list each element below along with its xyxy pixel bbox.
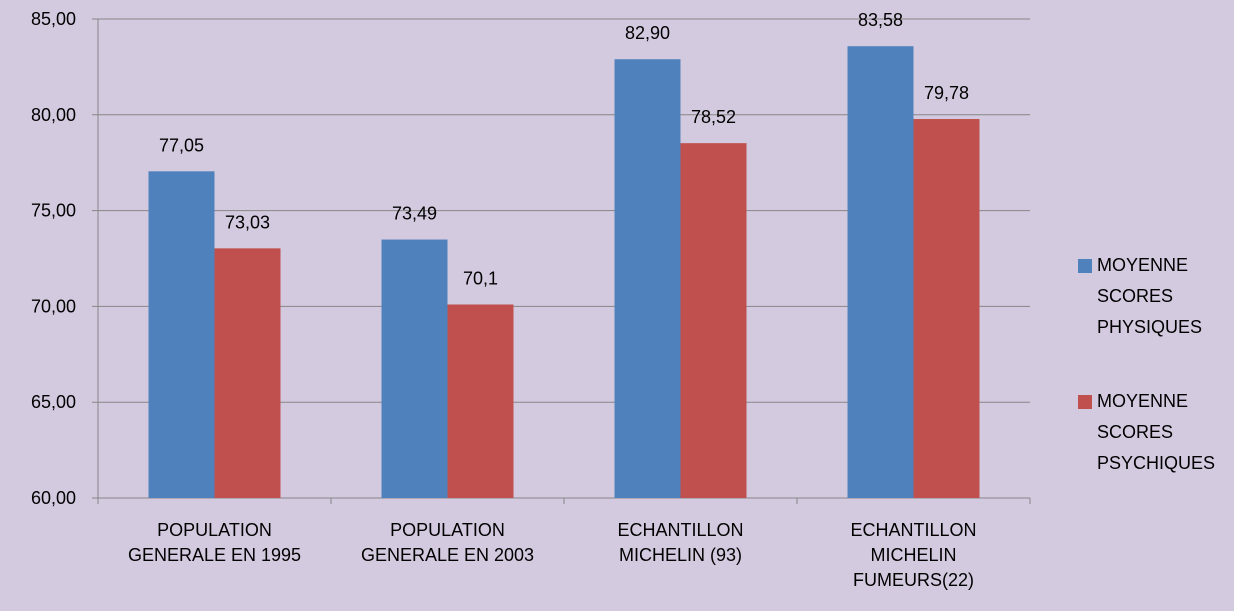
- data-label: 83,58: [858, 10, 903, 30]
- data-label: 78,52: [691, 107, 736, 127]
- legend-label: MOYENNE SCORES PSYCHIQUES: [1097, 391, 1216, 473]
- y-tick-label: 65,00: [31, 392, 76, 412]
- bar: [913, 119, 980, 498]
- data-label: 82,90: [625, 23, 670, 43]
- x-tick-label: POPULATION GENERALE EN 2003: [360, 520, 535, 565]
- x-tick-label: POPULATION GENERALE EN 1995: [127, 520, 302, 565]
- y-tick-label: 75,00: [31, 201, 76, 221]
- bar: [447, 304, 514, 498]
- bar: [214, 248, 281, 498]
- y-tick-label: 85,00: [31, 9, 76, 29]
- data-label: 73,03: [225, 212, 270, 232]
- legend-swatch: [1078, 259, 1092, 273]
- data-label: 79,78: [924, 83, 969, 103]
- data-label: 73,49: [392, 204, 437, 224]
- y-tick-label: 60,00: [31, 488, 76, 508]
- bar: [148, 171, 215, 498]
- x-tick-label: ECHANTILLON MICHELIN (93): [617, 520, 744, 565]
- x-tick-label: ECHANTILLON MICHELIN FUMEURS(22): [850, 520, 977, 590]
- bar: [680, 143, 747, 498]
- legend-swatch: [1078, 395, 1092, 409]
- data-label: 70,1: [463, 268, 498, 288]
- legend-label: MOYENNE SCORES PHYSIQUES: [1097, 255, 1203, 337]
- y-tick-label: 70,00: [31, 296, 76, 316]
- bar: [614, 59, 681, 499]
- bar: [381, 239, 448, 498]
- data-label: 77,05: [159, 135, 204, 155]
- bar: [847, 46, 914, 498]
- y-tick-label: 80,00: [31, 105, 76, 125]
